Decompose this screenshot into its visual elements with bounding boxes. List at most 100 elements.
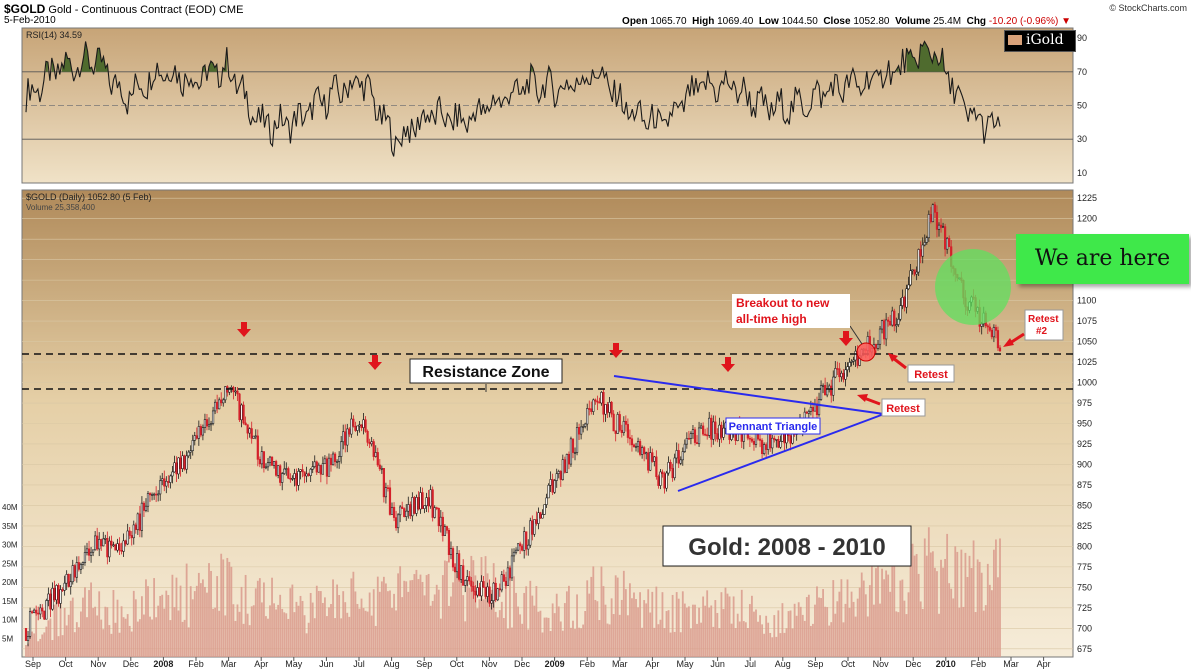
candle-body: [451, 548, 455, 568]
candle-body: [917, 249, 920, 273]
candle-body: [291, 478, 294, 480]
candle-body: [187, 451, 190, 457]
candle-body: [929, 214, 932, 223]
volume-bar: [51, 640, 54, 657]
x-tick-label: Feb: [188, 659, 204, 669]
candle-body: [283, 468, 286, 474]
volume-bar: [65, 625, 68, 657]
candle-body: [384, 487, 388, 498]
candle-body: [155, 493, 158, 496]
candle-body: [844, 369, 847, 380]
candle-body: [824, 385, 827, 396]
x-tick-label: 2010: [936, 659, 956, 669]
candle-body: [567, 453, 571, 465]
volume-bar: [669, 632, 672, 657]
volume-bar: [610, 598, 613, 657]
candle-body: [702, 425, 705, 435]
candle-body: [130, 535, 133, 539]
candle-body: [704, 433, 707, 436]
candle-body: [55, 585, 58, 601]
rsi-tick-label: 10: [1077, 168, 1087, 178]
volume-bar: [984, 605, 987, 657]
volume-bar: [925, 555, 928, 657]
x-tick-label: Jun: [319, 659, 334, 669]
volume-bar: [732, 596, 735, 657]
candle-body: [382, 467, 385, 498]
candle-body: [356, 425, 359, 431]
volume-bar: [226, 557, 229, 657]
candle-body: [840, 372, 843, 378]
candle-body: [71, 565, 74, 583]
volume-bar: [344, 602, 347, 657]
candle-body: [649, 452, 652, 471]
volume-bar: [828, 625, 831, 657]
volume-bar: [978, 561, 981, 657]
candle-body: [789, 435, 792, 444]
volume-bar: [574, 629, 576, 657]
volume-bar: [842, 622, 845, 657]
candle-body: [988, 326, 991, 331]
x-tick-label: Jul: [353, 659, 365, 669]
volume-bar: [470, 555, 473, 657]
volume-bar: [98, 591, 101, 657]
candle-body: [911, 269, 914, 272]
candle-body: [299, 469, 302, 472]
volume-bar: [25, 645, 27, 657]
volume-bar: [382, 576, 385, 657]
candle-body: [73, 565, 76, 578]
candle-body: [466, 576, 469, 581]
volume-bar: [218, 610, 221, 657]
volume-bar: [779, 633, 782, 657]
volume-bar: [275, 609, 278, 657]
candle-body: [925, 237, 928, 243]
candle-body: [96, 535, 99, 550]
candle-body: [781, 433, 784, 442]
x-tick-label: Nov: [481, 659, 498, 669]
candle-body: [630, 438, 634, 446]
high-label: High: [692, 16, 715, 27]
candle-body: [586, 408, 589, 425]
open-label: Open: [622, 16, 648, 27]
volume-bar: [498, 610, 501, 657]
resistance-zone-callout: Resistance Zone: [409, 358, 563, 384]
volume-bar: [960, 549, 963, 657]
x-tick-label: Apr: [645, 659, 659, 669]
volume-bar: [643, 600, 646, 657]
volume-bar: [529, 580, 532, 657]
candle-body: [830, 385, 833, 396]
x-tick-label: May: [676, 659, 694, 669]
candle-body: [464, 580, 467, 586]
volume-bar: [988, 584, 991, 657]
volume-bar: [193, 591, 196, 657]
price-tick-label: 875: [1077, 480, 1092, 490]
candle-body: [514, 549, 518, 553]
price-tick-label: 1075: [1077, 316, 1097, 326]
candle-body: [31, 611, 34, 613]
open-value: 1065.70: [650, 16, 687, 27]
volume-bar: [905, 614, 908, 657]
volume-bar: [775, 636, 778, 657]
candle-body: [49, 593, 52, 610]
candle-body: [588, 408, 591, 410]
x-tick-label: Dec: [123, 659, 140, 669]
candle-body: [777, 438, 780, 448]
candle-body: [523, 531, 526, 551]
candle-body: [293, 473, 296, 479]
retest-arrow-2: [857, 394, 881, 406]
volume-bar: [248, 625, 251, 657]
volume-bar: [692, 604, 694, 657]
candle-body: [582, 426, 585, 428]
volume-bar: [372, 589, 375, 657]
volume-bar: [826, 607, 829, 657]
volume-bar: [496, 617, 499, 657]
candle-body: [763, 444, 766, 454]
candle-body: [455, 553, 459, 573]
candle-body: [836, 368, 839, 370]
x-tick-label: Dec: [514, 659, 531, 669]
candle-body: [779, 441, 782, 448]
candle-body: [525, 531, 528, 550]
candle-body: [584, 423, 587, 427]
candle-body: [230, 387, 233, 389]
candle-body: [116, 543, 119, 551]
volume-bar: [639, 592, 641, 657]
